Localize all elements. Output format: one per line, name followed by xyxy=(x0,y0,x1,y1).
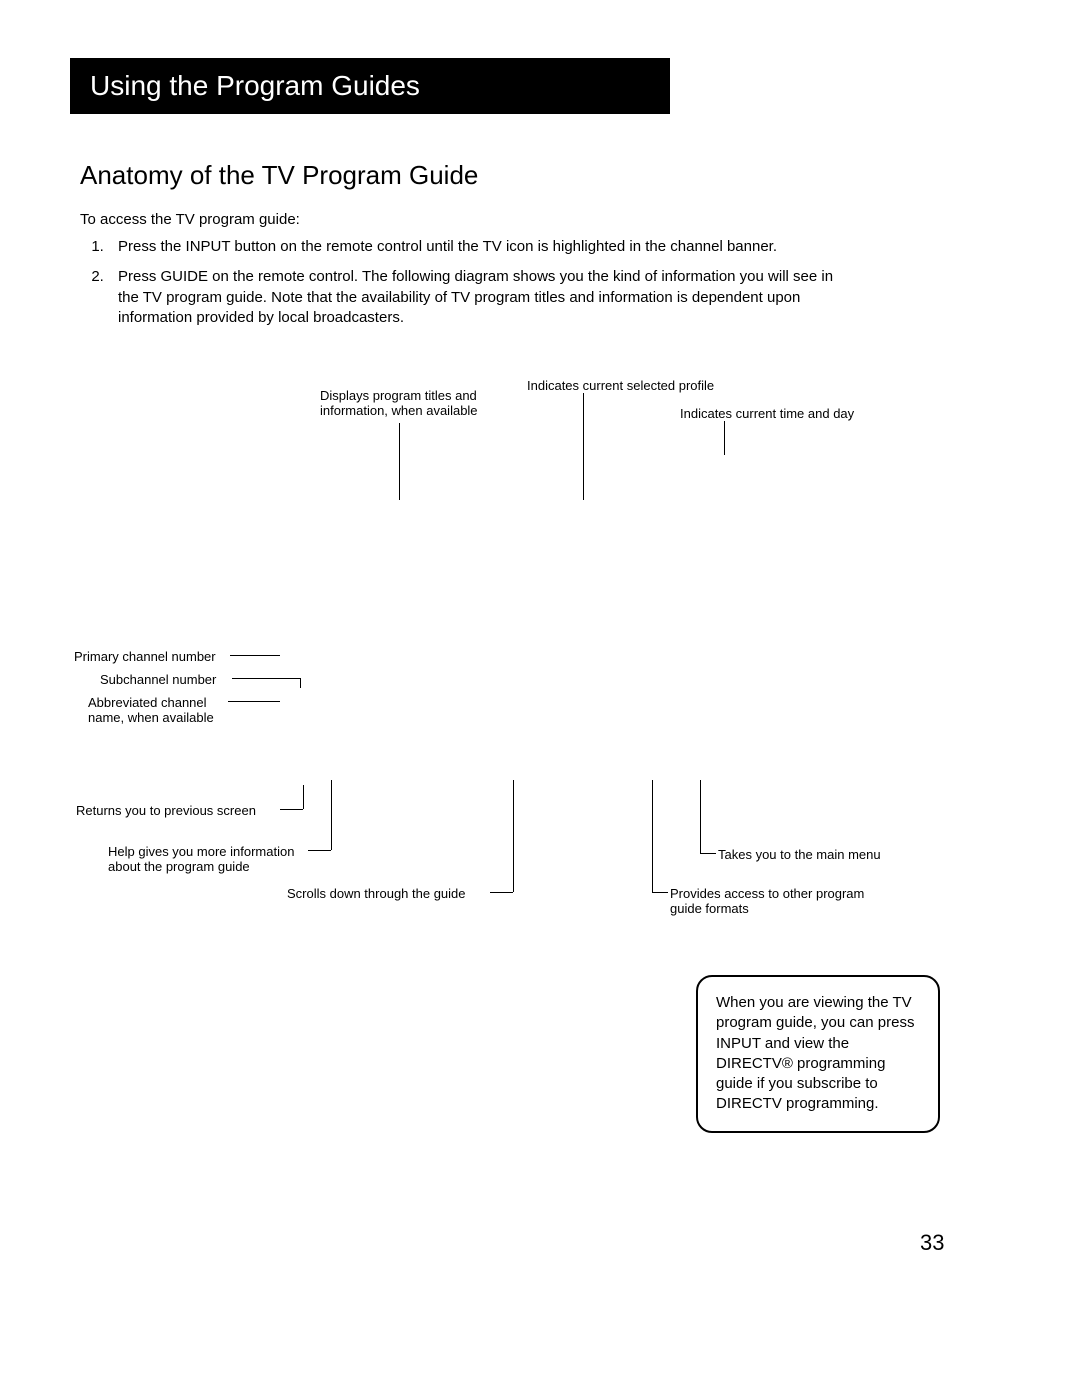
page-number: 33 xyxy=(920,1230,944,1256)
leader-line xyxy=(331,780,332,850)
callout-abbrev-channel: Abbreviated channel name, when available xyxy=(88,695,214,725)
intro-text: To access the TV program guide: xyxy=(80,210,300,230)
callout-line: name, when available xyxy=(88,710,214,725)
callout-line: information, when available xyxy=(320,403,478,418)
leader-line xyxy=(300,678,301,688)
header-bar: Using the Program Guides xyxy=(70,58,670,114)
step-item: Press the INPUT button on the remote con… xyxy=(108,237,848,257)
leader-line xyxy=(280,809,303,810)
callout-returns-prev: Returns you to previous screen xyxy=(76,803,256,818)
callout-other-formats: Provides access to other program guide f… xyxy=(670,886,864,916)
step-text: Press the INPUT button on the remote con… xyxy=(118,238,777,255)
page: Using the Program Guides Anatomy of the … xyxy=(0,0,1080,1397)
leader-line xyxy=(513,780,514,892)
leader-line xyxy=(724,421,725,455)
section-title: Anatomy of the TV Program Guide xyxy=(80,160,478,191)
step-text: Press GUIDE on the remote control. The f… xyxy=(118,268,833,326)
callout-line: about the program guide xyxy=(108,859,294,874)
note-box: When you are viewing the TV program guid… xyxy=(696,975,940,1133)
leader-line xyxy=(228,701,280,702)
leader-line xyxy=(700,780,701,853)
callout-selected-profile: Indicates current selected profile xyxy=(527,378,714,393)
leader-line xyxy=(308,850,331,851)
leader-line xyxy=(303,785,304,809)
leader-line xyxy=(230,655,280,656)
callout-scrolls-down: Scrolls down through the guide xyxy=(287,886,466,901)
callout-time-day: Indicates current time and day xyxy=(680,406,854,421)
callout-primary-channel: Primary channel number xyxy=(74,649,216,664)
leader-line xyxy=(700,853,716,854)
leader-line xyxy=(232,678,300,679)
callout-line: guide formats xyxy=(670,901,864,916)
callout-line: Provides access to other program xyxy=(670,886,864,901)
callout-subchannel: Subchannel number xyxy=(100,672,216,687)
callout-help-info: Help gives you more information about th… xyxy=(108,844,294,874)
leader-line xyxy=(652,780,653,892)
callout-line: Displays program titles and xyxy=(320,388,478,403)
step-item: Press GUIDE on the remote control. The f… xyxy=(108,267,848,328)
callout-line: Help gives you more information xyxy=(108,844,294,859)
header-title: Using the Program Guides xyxy=(90,70,420,102)
callout-main-menu: Takes you to the main menu xyxy=(718,847,881,862)
steps-list: Press the INPUT button on the remote con… xyxy=(108,237,848,338)
callout-line: Abbreviated channel xyxy=(88,695,214,710)
note-text: When you are viewing the TV program guid… xyxy=(716,993,920,1115)
leader-line xyxy=(490,892,513,893)
callout-program-info: Displays program titles and information,… xyxy=(320,388,478,418)
leader-line xyxy=(399,423,400,500)
leader-line xyxy=(583,393,584,500)
leader-line xyxy=(652,892,668,893)
